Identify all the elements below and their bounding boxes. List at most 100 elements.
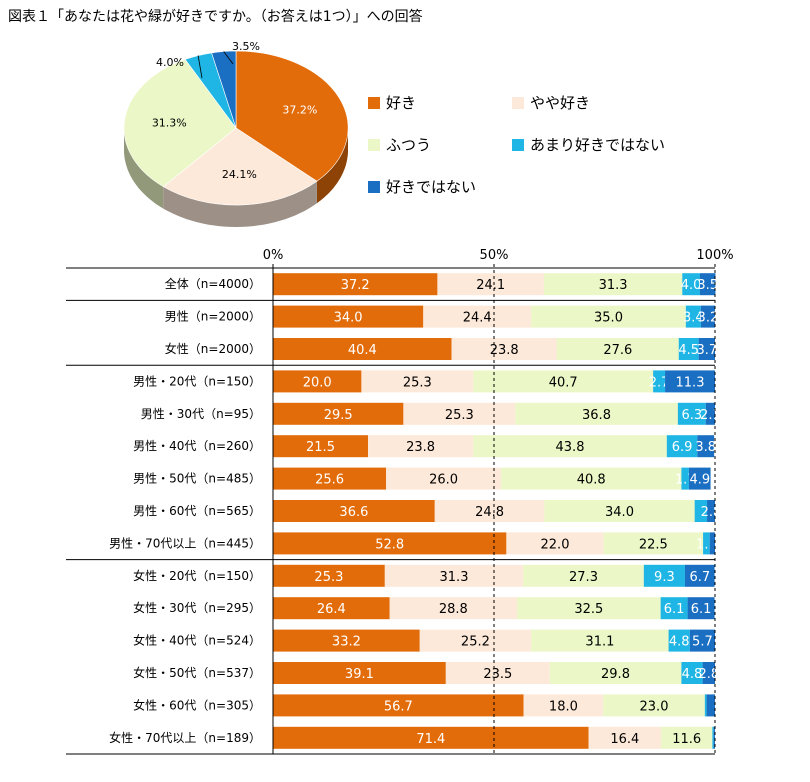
bar-value-label: 43.8 bbox=[556, 440, 585, 455]
bar-value-label: 71.4 bbox=[416, 732, 445, 747]
bar-value-label: 25.6 bbox=[315, 473, 344, 488]
bar-segment bbox=[273, 694, 524, 717]
bar-value-label: 1.5 bbox=[696, 537, 717, 552]
bar-segment bbox=[705, 402, 715, 425]
bar-segment bbox=[682, 273, 700, 296]
bar-segment bbox=[709, 532, 715, 555]
bar-segment bbox=[273, 662, 446, 684]
legend-item-like: 好き bbox=[368, 92, 416, 113]
legend-swatch bbox=[512, 96, 524, 109]
bar-value-label: 23.5 bbox=[483, 667, 512, 682]
bar-segment bbox=[273, 532, 507, 555]
bar-segment bbox=[694, 500, 708, 522]
bar-segment bbox=[668, 629, 690, 652]
bar-segment bbox=[273, 726, 589, 749]
legend-swatch bbox=[368, 138, 380, 151]
bar-value-label: 18.0 bbox=[549, 699, 578, 714]
legend-item-neutral: ふつう bbox=[368, 134, 431, 155]
bar-value-label: 25.3 bbox=[314, 570, 343, 585]
bar-value-label: 25.2 bbox=[461, 635, 490, 650]
bar-value-label: 31.3 bbox=[599, 278, 628, 293]
bar-segment bbox=[368, 435, 474, 458]
bar-segment bbox=[531, 305, 686, 328]
legend-label: やや好き bbox=[530, 94, 591, 112]
bar-segment bbox=[531, 629, 669, 652]
bar-segment bbox=[523, 694, 604, 717]
bar-segment bbox=[699, 273, 716, 296]
category-label: 女性（n=2000） bbox=[165, 341, 261, 356]
bar-value-label: 29.5 bbox=[324, 408, 353, 423]
pie-value-label: 37.2% bbox=[282, 103, 317, 116]
pie-chart: 37.2% 24.1% 31.3% 4.0% 3.5% bbox=[123, 40, 349, 227]
bar-value-label: 23.8 bbox=[490, 343, 519, 358]
bar-value-label: 36.8 bbox=[582, 408, 611, 423]
bar-value-label: 24.1 bbox=[476, 278, 505, 293]
bar-value-label: 34.0 bbox=[334, 311, 363, 326]
bar-segment bbox=[445, 662, 550, 684]
bar-value-label: 25.3 bbox=[403, 375, 432, 390]
bar-segment bbox=[273, 370, 362, 393]
pie-slice-side bbox=[163, 181, 317, 227]
bar-segment bbox=[678, 338, 699, 360]
bar-value-label: 22.5 bbox=[639, 537, 668, 552]
legend-swatch bbox=[368, 180, 380, 193]
bar-segment bbox=[423, 305, 532, 328]
bar-segment bbox=[501, 467, 682, 490]
bar-value-label: 6.1 bbox=[664, 602, 685, 617]
bar-value-label: 6.9 bbox=[672, 440, 693, 455]
axis-tick-label: 0% bbox=[263, 248, 284, 263]
pie-slice bbox=[235, 50, 349, 182]
bar-segment bbox=[712, 726, 714, 749]
bar-value-label: 21.5 bbox=[306, 440, 335, 455]
pie-slice-side bbox=[124, 128, 164, 209]
bar-segment bbox=[437, 273, 544, 296]
category-label: 女性・20代（n=150） bbox=[133, 568, 261, 583]
bar-value-label: 2.8 bbox=[701, 505, 722, 520]
pie-value-label: 31.3% bbox=[152, 117, 187, 130]
bar-segment bbox=[707, 500, 715, 522]
bar-segment bbox=[544, 500, 695, 522]
bar-value-label: 25.3 bbox=[445, 408, 474, 423]
bar-segment bbox=[706, 694, 715, 717]
bar-value-label: 3.5 bbox=[697, 278, 718, 293]
bar-segment bbox=[666, 435, 698, 458]
bar-segment bbox=[523, 564, 644, 587]
bar-value-label: 11.3 bbox=[676, 375, 705, 390]
bar-value-label: 4.9 bbox=[689, 473, 710, 488]
legend-item-dislike: 好きではない bbox=[368, 176, 476, 197]
bar-value-label: 24.4 bbox=[463, 311, 492, 326]
legend-label: 好き bbox=[386, 94, 417, 112]
bar-value-label: 5.7 bbox=[692, 635, 713, 650]
legend-item-not-really: あまり好きではない bbox=[512, 134, 665, 155]
bar-value-label: 26.4 bbox=[317, 602, 346, 617]
pie-value-label: 3.5% bbox=[232, 40, 260, 53]
page-title: 図表１「あなたは花や緑が好きですか。（お答えは1つ）」への回答 bbox=[8, 9, 423, 25]
bar-value-label: 1.7 bbox=[675, 473, 696, 488]
category-label: 女性・30代（n=295） bbox=[133, 600, 261, 615]
bar-value-label: 40.8 bbox=[577, 473, 606, 488]
bar-segment bbox=[681, 662, 703, 684]
bar-value-label: 40.4 bbox=[348, 343, 377, 358]
bar-value-label: 34.0 bbox=[605, 505, 634, 520]
category-label: 男性・30代（n=95） bbox=[141, 407, 261, 421]
bar-segment bbox=[361, 370, 474, 393]
bar-segment bbox=[698, 338, 715, 360]
bar-value-label: 9.3 bbox=[654, 570, 675, 585]
category-label: 男性・50代（n=485） bbox=[133, 472, 261, 486]
bar-segment bbox=[419, 629, 532, 652]
bar-value-label: 11.6 bbox=[672, 732, 701, 747]
bar-segment bbox=[660, 597, 688, 620]
bar-value-label: 36.6 bbox=[339, 505, 368, 520]
bar-value-label: 3.4 bbox=[683, 311, 704, 326]
pie-value-label: 4.0% bbox=[156, 56, 184, 69]
bar-value-label: 27.6 bbox=[603, 343, 632, 358]
bar-value-label: 28.8 bbox=[439, 602, 468, 617]
category-label: 女性・40代（n=524） bbox=[133, 633, 261, 648]
bar-segment bbox=[389, 597, 517, 620]
bar-segment bbox=[273, 273, 438, 296]
bar-segment bbox=[643, 564, 685, 587]
bar-segment bbox=[700, 305, 715, 328]
bar-value-label: 6.7 bbox=[689, 570, 710, 585]
legend-item-somewhat-like: やや好き bbox=[512, 92, 590, 113]
pie-slice-side bbox=[316, 128, 348, 204]
